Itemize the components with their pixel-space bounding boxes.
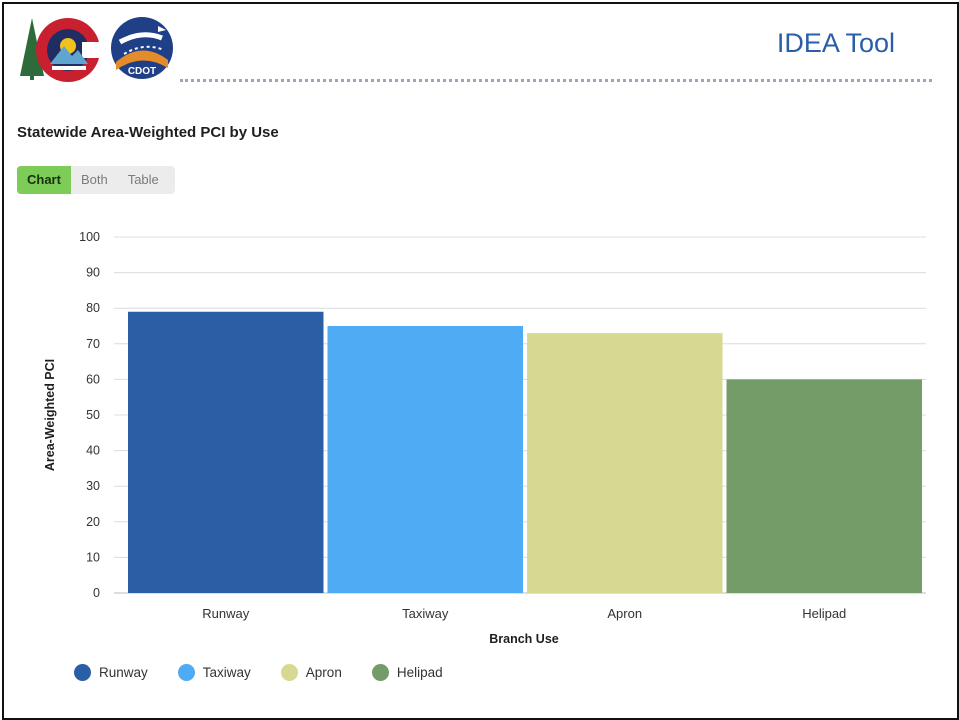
legend-swatch-icon [280, 664, 298, 681]
toggle-both-button[interactable]: Both [80, 172, 108, 187]
colorado-state-logo-icon [20, 18, 104, 82]
legend-swatch-icon [371, 664, 389, 681]
legend-item-taxiway[interactable]: Taxiway [177, 664, 251, 681]
x-tick-label: Helipad [802, 606, 846, 621]
y-tick-label: 60 [86, 372, 100, 386]
x-tick-label: Taxiway [402, 606, 449, 621]
bar-apron [527, 333, 723, 593]
legend-item-runway[interactable]: Runway [74, 664, 148, 681]
y-tick-label: 100 [79, 230, 100, 244]
x-axis-title: Branch Use [489, 632, 559, 646]
y-tick-label: 20 [86, 515, 100, 529]
legend-label: Apron [305, 665, 342, 680]
legend-swatch-icon [74, 664, 91, 681]
y-tick-label: 0 [93, 586, 100, 600]
bar-taxiway [327, 326, 523, 593]
app-title: IDEA Tool [776, 28, 895, 58]
legend-swatch-icon [177, 664, 195, 681]
header-logos: CDOT [16, 16, 186, 86]
cdot-logo-icon: CDOT [111, 17, 173, 79]
legend-label: Runway [99, 665, 148, 680]
x-tick-label: Apron [607, 606, 642, 621]
y-axis-title: Area-Weighted PCI [43, 359, 57, 471]
y-tick-label: 90 [86, 266, 100, 280]
toggle-chart-button[interactable]: Chart [17, 166, 71, 194]
y-tick-label: 40 [86, 444, 100, 458]
y-tick-label: 50 [86, 408, 100, 422]
legend-item-helipad[interactable]: Helipad [371, 664, 443, 681]
x-tick-label: Runway [202, 606, 249, 621]
chart-legend: Runway Taxiway Apron Helipad [74, 664, 443, 681]
view-toggle: Chart Both Table [17, 166, 175, 194]
legend-label: Helipad [396, 665, 443, 680]
chart-title: Statewide Area-Weighted PCI by Use [17, 124, 279, 141]
y-tick-label: 80 [86, 301, 100, 315]
bar-helipad [726, 379, 922, 593]
y-tick-label: 10 [86, 550, 100, 564]
legend-label: Taxiway [202, 665, 251, 680]
y-tick-label: 30 [86, 479, 100, 493]
bar-chart: 0 10 20 30 40 50 60 70 80 90 100 Runway Taxiway Apron… [43, 230, 926, 646]
header-divider [180, 79, 932, 82]
toggle-table-button[interactable]: Table [127, 172, 159, 187]
cdot-logo-text: CDOT [128, 66, 156, 77]
bar-runway [128, 311, 324, 593]
legend-item-apron[interactable]: Apron [280, 664, 342, 681]
y-tick-label: 70 [86, 337, 100, 351]
